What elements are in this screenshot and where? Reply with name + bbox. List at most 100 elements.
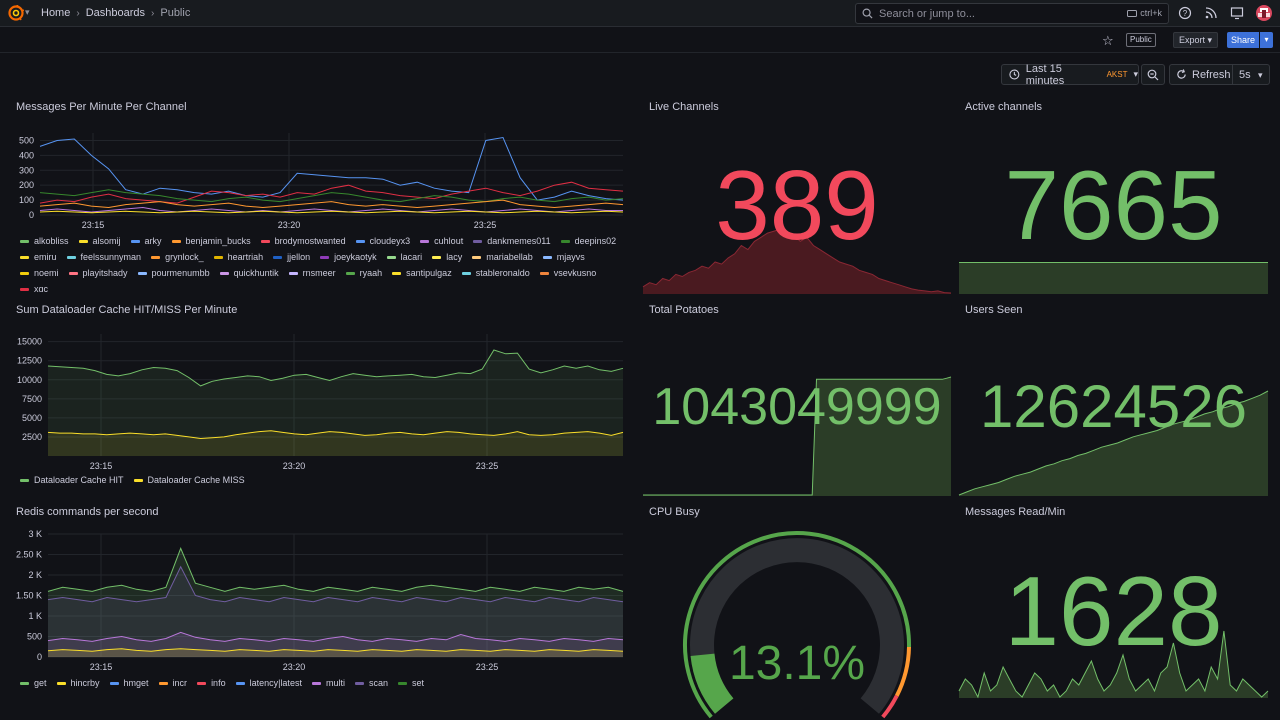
series-line-alsomij[interactable] bbox=[39, 199, 624, 209]
help-icon[interactable]: ? bbox=[1178, 6, 1192, 20]
panel-title-total-potatoes[interactable]: Total Potatoes bbox=[649, 304, 719, 316]
cpu-busy-gauge bbox=[683, 531, 912, 719]
legend-item[interactable]: dankmemes011 bbox=[473, 236, 551, 247]
legend-item[interactable]: heartriah bbox=[213, 252, 264, 263]
legend-item[interactable]: cloudeyx3 bbox=[355, 236, 411, 247]
refresh-icon[interactable] bbox=[1176, 69, 1187, 80]
legend-item[interactable]: santipulgaz bbox=[392, 268, 452, 279]
series-line-Dataloader Cache HIT[interactable] bbox=[47, 349, 624, 387]
user-avatar-icon[interactable] bbox=[1256, 5, 1272, 21]
breadcrumb-dashboards[interactable]: Dashboards bbox=[85, 7, 146, 19]
export-button[interactable]: Export ▾ bbox=[1173, 32, 1219, 48]
legend-item[interactable]: lacy bbox=[432, 252, 462, 263]
legend-swatch bbox=[354, 682, 364, 685]
legend-item[interactable]: Dataloader Cache HIT bbox=[20, 475, 124, 486]
series-line-Dataloader Cache MISS[interactable] bbox=[47, 430, 624, 440]
svg-text:?: ? bbox=[1183, 9, 1188, 18]
legend-item[interactable]: cuhlout bbox=[420, 236, 463, 247]
legend-item[interactable]: feelssunnyman bbox=[66, 252, 141, 263]
legend-item[interactable]: emiru bbox=[20, 252, 57, 263]
legend-swatch bbox=[66, 256, 76, 259]
legend-item[interactable]: stableronaldo bbox=[461, 268, 530, 279]
panel-title-active-channels[interactable]: Active channels bbox=[965, 101, 1043, 113]
legend-item[interactable]: lacari bbox=[386, 252, 422, 263]
star-icon[interactable]: ☆ bbox=[1102, 33, 1114, 48]
legend-swatch bbox=[219, 272, 229, 275]
legend-item[interactable]: joeykaotyk bbox=[320, 252, 377, 263]
series-line-hincrby[interactable] bbox=[47, 648, 624, 652]
series-line-emiru[interactable] bbox=[39, 210, 624, 214]
panel-title-dataloader-cache[interactable]: Sum Dataloader Cache HIT/MISS Per Minute bbox=[16, 304, 238, 316]
panel-title-cpu-busy[interactable]: CPU Busy bbox=[649, 506, 700, 518]
legend-item[interactable]: incr bbox=[158, 678, 187, 689]
dashboard-icon[interactable] bbox=[1230, 6, 1244, 20]
legend-item[interactable]: hincrby bbox=[56, 678, 100, 689]
grafana-logo-icon[interactable] bbox=[8, 5, 24, 21]
legend-item[interactable]: jjellon bbox=[273, 252, 310, 263]
legend-item[interactable]: brodymostwanted bbox=[260, 236, 346, 247]
zoom-out-button[interactable] bbox=[1141, 64, 1165, 85]
rss-icon[interactable] bbox=[1204, 6, 1218, 20]
users-seen-value: 12624526 bbox=[980, 373, 1247, 440]
legend-item[interactable]: quickhuntik bbox=[219, 268, 279, 279]
legend-label: get bbox=[34, 678, 47, 688]
panel-title-users-seen[interactable]: Users Seen bbox=[965, 304, 1023, 316]
legend-item[interactable]: alkobliss bbox=[20, 236, 69, 247]
legend-item[interactable]: arky bbox=[130, 236, 162, 247]
panel-title-messages-per-minute[interactable]: Messages Per Minute Per Channel bbox=[16, 101, 187, 113]
refresh-picker[interactable]: Refresh 5s ▾ bbox=[1169, 64, 1270, 85]
breadcrumb-home[interactable]: Home bbox=[41, 7, 71, 19]
legend-item[interactable]: get bbox=[20, 678, 47, 689]
legend-item[interactable]: hmget bbox=[109, 678, 149, 689]
redis-commands-chart[interactable]: 0 500 1 K 1.50 K 2 K 2.50 K 3 K 23:15 23:20 23:25 bbox=[0, 528, 630, 676]
legend-item[interactable]: Dataloader Cache MISS bbox=[133, 475, 245, 486]
legend-item[interactable]: xqc bbox=[20, 284, 48, 292]
legend-item[interactable]: alsomij bbox=[78, 236, 121, 247]
messages-per-minute-chart[interactable]: 0 100 200 300 400 500 23:15 23:20 23:25 bbox=[0, 125, 630, 235]
share-dropdown-button[interactable]: ▾ bbox=[1260, 32, 1273, 48]
legend-item[interactable]: mariabellab bbox=[472, 252, 533, 263]
y-tick-label: 100 bbox=[19, 195, 34, 205]
series-line-lacy[interactable] bbox=[39, 206, 623, 213]
legend-item[interactable]: vsevkusno bbox=[539, 268, 596, 279]
series-line-hmget[interactable] bbox=[47, 565, 624, 603]
chevron-down-icon[interactable]: ▾ bbox=[25, 7, 30, 17]
dataloader-cache-chart[interactable]: 2500 5000 7500 10000 12500 15000 23:15 23:20 23:… bbox=[0, 328, 630, 473]
refresh-interval[interactable]: 5s bbox=[1239, 69, 1251, 81]
x-tick-label: 23:15 bbox=[90, 461, 113, 471]
series-line-heartriah[interactable] bbox=[39, 181, 624, 204]
legend-item[interactable]: mjayvs bbox=[542, 252, 585, 263]
legend-label: playitshady bbox=[82, 268, 128, 278]
legend-item[interactable]: grynlock_ bbox=[151, 252, 204, 263]
legend-item[interactable]: set bbox=[397, 678, 424, 689]
legend-item[interactable]: rnsmeer bbox=[288, 268, 336, 279]
legend-label: heartriah bbox=[227, 252, 264, 262]
panel-title-live-channels[interactable]: Live Channels bbox=[649, 101, 719, 113]
legend-label: cloudeyx3 bbox=[369, 236, 411, 246]
legend-item[interactable]: benjamin_bucks bbox=[171, 236, 251, 247]
legend-item[interactable]: noemi bbox=[20, 268, 59, 279]
legend-item[interactable]: info bbox=[197, 678, 226, 689]
panel-title-redis-commands[interactable]: Redis commands per second bbox=[16, 506, 159, 518]
time-range-picker[interactable]: Last 15 minutes AKST ▾ bbox=[1001, 63, 1139, 87]
export-label: Export bbox=[1179, 35, 1206, 45]
panel-title-messages-read[interactable]: Messages Read/Min bbox=[965, 506, 1066, 518]
legend-label: noemi bbox=[34, 268, 59, 278]
legend-item[interactable]: playitshady bbox=[68, 268, 128, 279]
share-button[interactable]: Share bbox=[1227, 32, 1259, 48]
refresh-label[interactable]: Refresh bbox=[1192, 68, 1231, 81]
legend-item[interactable]: pourmenumbb bbox=[137, 268, 210, 279]
legend-item[interactable]: scan bbox=[354, 678, 388, 689]
search-input[interactable]: Search or jump to... ctrl+k bbox=[855, 3, 1169, 24]
legend-item[interactable]: multi bbox=[311, 678, 345, 689]
legend-item[interactable]: deepins02 bbox=[560, 236, 616, 247]
sparkline-line bbox=[958, 630, 1269, 699]
series-line-get[interactable] bbox=[47, 547, 624, 592]
legend-item[interactable]: latency|latest bbox=[235, 678, 302, 689]
legend-swatch bbox=[20, 682, 29, 685]
series-line-deepins02[interactable] bbox=[39, 189, 624, 203]
legend-item[interactable]: ryaah bbox=[345, 268, 382, 279]
series-line-multi[interactable] bbox=[47, 631, 624, 642]
legend-swatch bbox=[130, 240, 140, 243]
series-line-jjellon[interactable] bbox=[39, 136, 624, 201]
